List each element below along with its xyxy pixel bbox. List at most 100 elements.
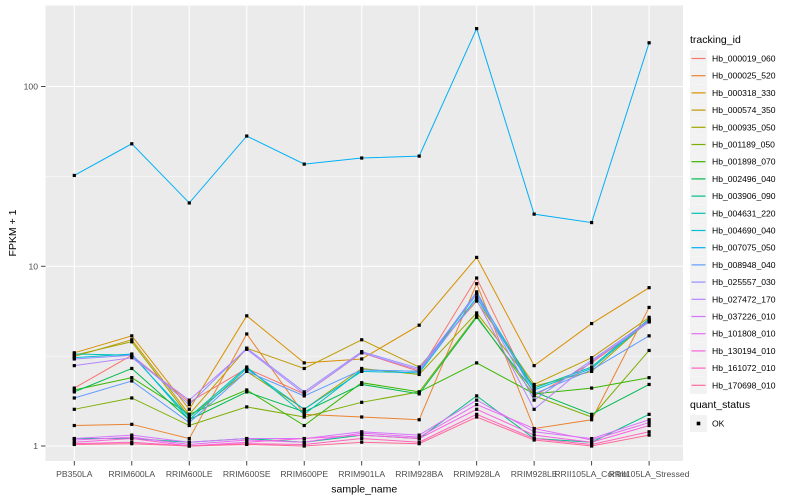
data-point [72, 386, 76, 390]
x-tick-label: RRIM928LA [453, 469, 500, 479]
data-point [245, 442, 249, 447]
data-point [647, 376, 651, 380]
data-point [532, 364, 536, 368]
data-point [590, 368, 594, 372]
data-point [130, 433, 134, 437]
data-point [647, 41, 651, 45]
data-point [302, 410, 306, 414]
data-point [590, 321, 594, 326]
data-point [245, 405, 249, 409]
data-point [360, 433, 364, 437]
data-point [130, 396, 134, 400]
data-point [475, 412, 479, 416]
data-point [360, 440, 364, 444]
data-point [72, 388, 76, 392]
data-point [130, 442, 134, 446]
legend-item-Hb_027472_170: Hb_027472_170 [690, 290, 776, 308]
data-point [532, 426, 536, 431]
data-point [417, 368, 421, 372]
legend-item-Hb_000935_050: Hb_000935_050 [690, 118, 776, 136]
data-point [475, 295, 479, 300]
x-tick-label: RRIM600LE [166, 469, 213, 479]
data-point [532, 433, 536, 437]
quant-legend-title: quant_status [690, 399, 750, 411]
data-point [130, 340, 134, 344]
data-point [302, 412, 306, 416]
data-point [590, 356, 594, 360]
y-tick-label: 1 [33, 441, 38, 451]
data-point [187, 201, 191, 205]
x-tick-label: RRIM600PE [280, 469, 328, 479]
data-point [590, 444, 594, 448]
data-point [72, 396, 76, 400]
y-tick-label: 10 [28, 261, 38, 271]
data-point [302, 423, 306, 428]
data-point [647, 286, 651, 290]
data-point [647, 423, 651, 428]
legend-label: Hb_161072_010 [712, 363, 776, 373]
legend-item-Hb_004690_040: Hb_004690_040 [690, 222, 776, 239]
data-point [475, 402, 479, 407]
data-point [590, 359, 594, 364]
data-point [647, 430, 651, 434]
data-point [245, 347, 249, 351]
data-point [647, 334, 651, 338]
legend-item-Hb_130194_010: Hb_130194_010 [690, 342, 776, 360]
data-point [417, 390, 421, 394]
data-point [532, 430, 536, 434]
data-point [360, 400, 364, 404]
legend-item-Hb_000318_330: Hb_000318_330 [690, 84, 776, 102]
legend-item-Hb_007075_050: Hb_007075_050 [690, 239, 776, 257]
legend-item-Hb_001898_070: Hb_001898_070 [690, 153, 776, 171]
data-point [130, 353, 134, 357]
data-point [417, 392, 421, 396]
legend-label: Hb_130194_010 [712, 346, 776, 356]
x-tick-label: RRIM600SE [223, 469, 271, 479]
data-point [302, 436, 306, 441]
data-point [245, 366, 249, 371]
data-point [187, 415, 191, 419]
data-point [72, 173, 76, 178]
legend-label: Hb_001898_070 [712, 157, 776, 167]
data-point [532, 390, 536, 394]
data-point [417, 323, 421, 327]
data-point [130, 422, 134, 426]
legend-label: Hb_008948_040 [712, 260, 776, 270]
data-point [130, 142, 134, 146]
data-point [72, 357, 76, 361]
y-tick-label: 100 [24, 82, 39, 92]
data-point [187, 444, 191, 448]
data-point [302, 390, 306, 394]
data-point [475, 361, 479, 365]
data-point [187, 418, 191, 422]
data-point [475, 398, 479, 402]
data-point [532, 382, 536, 387]
data-point [302, 394, 306, 398]
data-point [72, 423, 76, 428]
legend-label: Hb_000019_060 [712, 54, 776, 64]
data-point [360, 431, 364, 435]
data-point [360, 382, 364, 387]
data-point [245, 388, 249, 392]
legend-label: Hb_004690_040 [712, 226, 776, 236]
data-point [532, 398, 536, 402]
legend-label: Hb_000935_050 [712, 122, 776, 132]
legend-item-Hb_025557_030: Hb_025557_030 [690, 273, 776, 291]
data-point [72, 442, 76, 447]
data-point [187, 407, 191, 411]
data-point [647, 418, 651, 422]
data-point [187, 400, 191, 404]
data-point [532, 212, 536, 216]
data-point [72, 352, 76, 356]
data-point [72, 390, 76, 394]
data-point [417, 436, 421, 441]
data-point [475, 276, 479, 280]
data-point [187, 402, 191, 407]
data-point [647, 305, 651, 310]
legend-item-Hb_000574_350: Hb_000574_350 [690, 101, 776, 119]
data-point [647, 348, 651, 353]
legend-item-Hb_004631_220: Hb_004631_220 [690, 204, 776, 222]
data-point [302, 415, 306, 419]
legend-item-Hb_001189_050: Hb_001189_050 [690, 136, 775, 153]
